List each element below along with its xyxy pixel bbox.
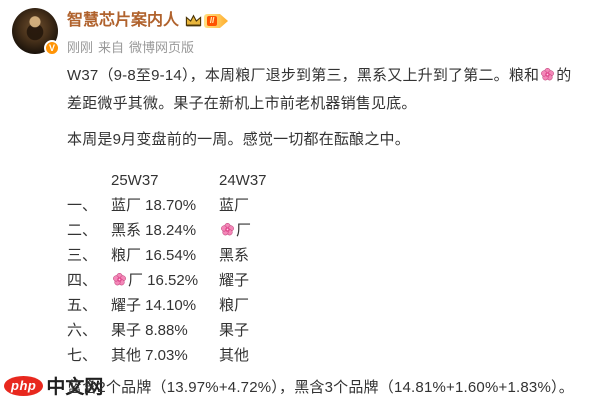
flower-emoji-icon	[113, 273, 126, 286]
rank-col-25w37: 耀子 14.10%	[111, 297, 197, 314]
php-logo: php	[4, 375, 44, 396]
post-footnote: 蓝含2个品牌（13.97%+4.72%），黑含3个品牌（14.81%+1.60%…	[67, 379, 574, 396]
rank-row: 二、 黑系 18.24% 厂	[67, 218, 582, 243]
rank-number: 四、	[67, 272, 98, 289]
rank-row: 七、 其他 7.03% 其他	[67, 343, 582, 368]
flower-emoji-icon	[541, 68, 555, 81]
post-header: V 智慧芯片案内人 II 刚刚 来自 微博网页版	[12, 8, 582, 56]
watermark: php 中文网	[4, 372, 103, 399]
source-link[interactable]: 微博网页版	[129, 40, 195, 55]
rank-rows: 一、 蓝厂 18.70% 蓝厂 二、 黑系 18.24% 厂 三、 粮厂 16.…	[67, 193, 582, 368]
crown-icon[interactable]	[185, 14, 202, 28]
post-content: W37（9-8至9-14），本周粮厂退步到第三，黑系又上升到了第二。粮和 的差距…	[67, 62, 582, 402]
post-meta: 刚刚 来自 微博网页版	[67, 37, 228, 56]
header-25w37: 25W37	[111, 172, 159, 189]
vip-level-label: II	[207, 16, 218, 26]
rank-col-25w37: 其他 7.03%	[111, 347, 188, 364]
source-prefix: 来自	[98, 40, 125, 55]
rank-table: 25W37 24W37 一、 蓝厂 18.70% 蓝厂 二、 黑系 18.24%…	[67, 168, 582, 368]
rank-number: 六、	[67, 322, 98, 339]
rank-row: 六、 果子 8.88% 果子	[67, 318, 582, 343]
rank-col-25w37: 蓝厂 18.70%	[111, 197, 197, 214]
rank-number: 三、	[67, 247, 98, 264]
post-paragraph-1: W37（9-8至9-14），本周粮厂退步到第三，黑系又上升到了第二。粮和 的差距…	[67, 67, 572, 112]
rank-number: 七、	[67, 347, 98, 364]
flower-emoji-icon	[221, 223, 234, 236]
rank-col-25w37: 粮厂 16.54%	[111, 247, 197, 264]
rank-col-24w37: 果子	[219, 322, 250, 339]
rank-table-header: 25W37 24W37	[67, 168, 582, 193]
timestamp[interactable]: 刚刚	[67, 40, 94, 55]
header-24w37: 24W37	[219, 172, 267, 189]
avatar[interactable]: V	[12, 8, 60, 56]
rank-row: 一、 蓝厂 18.70% 蓝厂	[67, 193, 582, 218]
rank-col-25w37: 黑系 18.24%	[111, 222, 197, 239]
verified-badge-icon: V	[44, 40, 60, 56]
header-info: 智慧芯片案内人 II 刚刚 来自 微博网页版	[67, 8, 229, 56]
rank-col-24w37: 厂	[219, 218, 582, 243]
vip-badge-tail-icon	[220, 14, 229, 28]
rank-col-24w37: 粮厂	[219, 297, 250, 314]
watermark-text: 中文网	[46, 377, 104, 398]
rank-row: 四、 厂 16.52% 耀子	[67, 268, 582, 293]
rank-number: 二、	[67, 222, 98, 239]
rank-row: 五、 耀子 14.10% 粮厂	[67, 293, 582, 318]
rank-row: 三、 粮厂 16.54% 黑系	[67, 243, 582, 268]
rank-col-24w37: 黑系	[219, 247, 250, 264]
rank-col-24w37: 其他	[219, 347, 250, 364]
rank-number: 一、	[67, 197, 98, 214]
username-link[interactable]: 智慧芯片案内人	[67, 12, 180, 29]
rank-col-24w37: 蓝厂	[219, 197, 250, 214]
rank-col-25w37: 果子 8.88%	[111, 322, 188, 339]
post-paragraph-2: 本周是9月变盘前的一周。感觉一切都在酝酿之中。	[67, 131, 410, 148]
rank-col-25w37: 厂 16.52%	[111, 268, 219, 293]
rank-number: 五、	[67, 297, 98, 314]
name-row: 智慧芯片案内人 II	[67, 11, 229, 31]
vip-level-badge[interactable]: II	[204, 14, 221, 28]
rank-col-24w37: 耀子	[219, 272, 250, 289]
